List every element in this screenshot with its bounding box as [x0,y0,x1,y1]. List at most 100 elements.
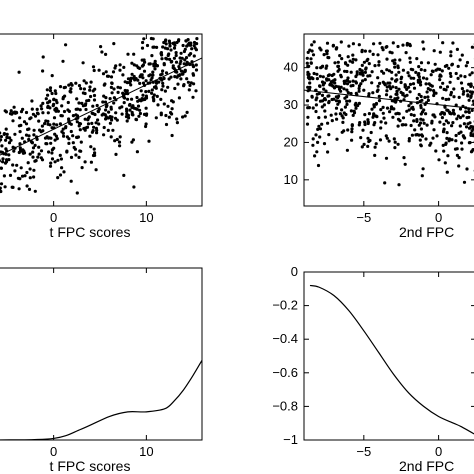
y-tick-label: 20 [284,134,298,149]
scatter-point [48,164,53,168]
scatter-point [354,106,358,110]
scatter-point [338,112,342,116]
scatter-point [401,43,405,47]
scatter-point [305,122,310,126]
scatter-point [159,97,163,101]
scatter-point [315,72,319,76]
scatter-point [393,140,397,144]
scatter-point [382,71,386,75]
x-tick-label: 10 [139,444,153,459]
scatter-point [417,72,421,76]
y-tick-label: −0.8 [272,398,298,413]
scatter-point [164,56,168,61]
scatter-point [65,150,69,154]
scatter-point [4,138,8,142]
scatter-point [364,67,368,71]
scatter-point [307,76,311,81]
scatter-point [373,64,377,68]
scatter-point [40,107,44,111]
scatter-point [91,112,95,116]
scatter-point [131,113,135,117]
scatter-point [317,124,321,128]
scatter-point [407,104,411,108]
scatter-point [184,56,189,60]
scatter-point [27,127,31,131]
scatter-point [419,94,423,99]
scatter-point [415,96,419,100]
scatter-point [28,117,32,121]
scatter-point [314,109,318,114]
scatter-point [419,127,423,131]
scatter-point [368,49,372,53]
scatter-point [104,70,108,74]
scatter-point [336,102,340,106]
scatter-point [121,91,125,95]
scatter-point [136,104,141,108]
scatter-point [58,122,63,126]
scatter-point [470,71,474,75]
scatter-point [0,140,1,143]
scatter-point [330,97,334,102]
scatter-point [104,96,108,100]
scatter-point [7,141,12,145]
scatter-point [409,123,413,128]
scatter-point [61,59,65,63]
scatter-point [424,137,428,141]
scatter-point [160,57,164,61]
scatter-point [471,99,474,103]
scatter-point [407,139,411,143]
scatter-point [408,56,412,60]
scatter-point [47,150,51,154]
scatter-point [316,127,320,131]
scatter-point [68,89,72,93]
scatter-point [75,120,79,124]
scatter-point [421,40,425,44]
scatter-point [115,137,119,142]
scatter-point [339,40,343,44]
scatter-point [105,103,109,108]
scatter-point [306,72,310,77]
scatter-point [141,81,146,85]
scatter-point [107,110,111,114]
scatter-point [314,103,318,107]
x-axis-label: 2nd FPC [399,458,454,474]
scatter-point [138,81,142,85]
x-tick-label: 10 [139,210,153,225]
scatter-point [444,97,448,102]
scatter-point [92,98,97,102]
scatter-point [346,55,350,59]
scatter-point [330,73,334,78]
scatter-point [396,117,401,121]
scatter-point [411,68,415,72]
scatter-point [175,121,179,125]
scatter-point [50,148,55,152]
fit-line [304,89,474,110]
scatter-point [446,121,450,125]
scatter-point [96,118,100,122]
scatter-point [367,62,371,66]
scatter-point [58,85,63,89]
scatter-point [47,136,52,140]
scatter-point [322,103,326,107]
scatter-point [462,135,466,139]
scatter-point [128,102,132,107]
scatter-point [120,112,124,116]
scatter-point [74,81,78,85]
scatter-point [102,125,106,130]
scatter-point [311,77,315,81]
scatter-point [123,80,127,84]
scatter-point [181,115,185,119]
scatter-point [351,60,355,64]
scatter-point [442,149,446,153]
scatter-point [465,89,469,93]
scatter-point [431,136,435,140]
scatter-point [26,161,30,165]
scatter-point [408,44,412,48]
scatter-point [391,41,395,45]
scatter-point [320,122,324,126]
scatter-point [362,88,366,92]
scatter-point [443,161,447,165]
scatter-point [465,167,469,171]
x-tick-label: 0 [50,210,57,225]
scatter-point [36,155,40,159]
